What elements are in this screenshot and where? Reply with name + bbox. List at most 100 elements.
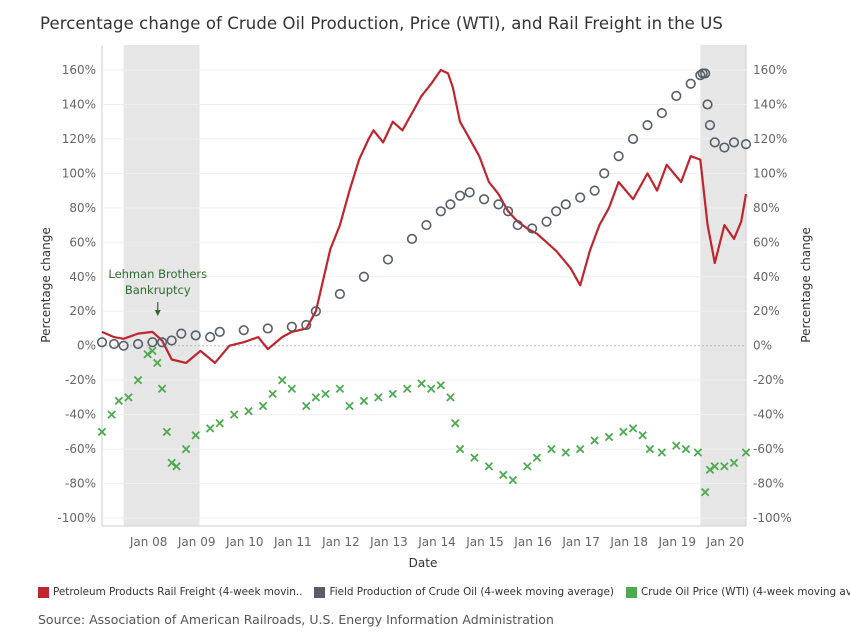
data-point-production <box>493 199 504 210</box>
data-point-wti <box>426 384 436 394</box>
data-point-production <box>695 70 706 81</box>
data-point-wti <box>162 427 172 437</box>
data-point-wti <box>148 346 157 356</box>
data-point-wti <box>672 441 681 450</box>
data-point-production <box>301 319 312 331</box>
legend-item-production[interactable]: Field Production of Crude Oil (4-week mo… <box>314 586 614 598</box>
data-point-wti <box>172 462 181 471</box>
data-point-production <box>527 223 538 234</box>
data-point-production <box>704 120 716 131</box>
data-point-wti <box>720 462 729 471</box>
legend: Petroleum Products Rail Freight (4-week … <box>38 586 850 598</box>
data-point-production <box>445 199 456 210</box>
data-point-wti <box>681 444 691 454</box>
data-point-wti <box>114 396 124 406</box>
data-point-wti <box>191 431 200 440</box>
x-tick-label: Jan 09 <box>177 535 216 549</box>
y-tick-label-left: -60% <box>65 442 96 456</box>
data-point-wti <box>311 393 321 402</box>
annotation-arrow-head <box>154 310 161 316</box>
data-point-production <box>656 107 667 119</box>
y-tick-label-right: -100% <box>753 511 792 525</box>
y-axis-title-right: Percentage change <box>799 227 813 342</box>
y-tick-label-left: 120% <box>62 132 96 146</box>
legend-swatch-rail-freight <box>38 586 49 598</box>
data-point-production <box>421 219 432 231</box>
data-point-production <box>478 194 490 205</box>
data-point-production <box>286 321 297 332</box>
legend-label-rail-freight: Petroleum Products Rail Freight (4-week … <box>53 586 303 598</box>
data-point-wti <box>258 401 268 411</box>
data-point-wti <box>657 448 667 457</box>
data-point-production <box>454 190 466 201</box>
data-point-production <box>406 233 418 244</box>
x-axis-title: Date <box>409 556 438 570</box>
y-tick-label-left: 60% <box>69 235 96 249</box>
data-point-wti <box>215 418 224 428</box>
chart-canvas: 160% 160% 140% 140% 120% 120% 100% 100% 80% 80% 60… <box>39 45 813 570</box>
data-point-wti <box>700 487 710 497</box>
chart-title: Percentage change of Crude Oil Productio… <box>40 14 723 33</box>
y-tick-label-left: -40% <box>65 408 96 422</box>
x-tick-label: Jan 11 <box>273 535 312 549</box>
data-point-production <box>262 323 273 334</box>
data-point-production <box>190 330 201 341</box>
data-point-wti <box>638 431 647 440</box>
x-tick-label: Jan 10 <box>225 535 264 549</box>
data-point-wti <box>508 475 518 485</box>
x-tick-label: Jan 15 <box>465 535 504 549</box>
y-tick-label-right: 100% <box>753 166 787 180</box>
legend-swatch-wti <box>625 586 637 598</box>
data-point-production <box>435 206 446 217</box>
y-tick-label-right: -60% <box>753 442 784 456</box>
legend-item-rail-freight[interactable]: Petroleum Products Rail Freight (4-week … <box>38 586 302 598</box>
x-tick-label: Jan 12 <box>321 535 360 549</box>
data-point-wti <box>619 427 628 437</box>
data-point-production <box>176 328 187 339</box>
data-point-wti <box>590 436 599 445</box>
data-point-wti <box>532 453 542 462</box>
data-point-wti <box>321 389 330 399</box>
shaded-period-0 <box>123 45 200 526</box>
data-point-production <box>642 120 653 131</box>
data-point-wti <box>287 384 297 394</box>
y-tick-label-left: -80% <box>65 477 96 491</box>
data-point-wti <box>402 384 412 394</box>
data-point-production <box>96 337 108 348</box>
data-point-production <box>599 168 610 179</box>
y-tick-label-right: 60% <box>753 235 780 249</box>
shaded-period-1 <box>700 45 746 526</box>
data-point-wti <box>547 444 556 454</box>
data-point-wti <box>244 406 253 416</box>
data-point-wti <box>604 432 614 442</box>
y-tick-label-right: 160% <box>753 63 787 77</box>
x-tick-label: Jan 17 <box>561 535 600 549</box>
data-point-wti <box>153 358 162 368</box>
data-point-production <box>671 90 682 101</box>
legend-item-wti[interactable]: Crude Oil Price (WTI) (4-week moving ave… <box>625 586 850 598</box>
data-point-wti <box>484 462 494 471</box>
data-point-production <box>464 187 475 198</box>
legend-swatch-production <box>314 586 326 598</box>
data-point-wti <box>455 444 465 454</box>
annotation-label: Lehman Brothers <box>108 267 207 281</box>
data-point-production <box>589 185 600 196</box>
data-point-production <box>310 306 321 317</box>
data-point-production <box>685 78 696 89</box>
data-point-production <box>214 326 225 338</box>
data-point-wti <box>705 465 715 474</box>
data-point-wti <box>575 444 585 454</box>
x-tick-label: Jan 13 <box>369 535 408 549</box>
data-point-wti <box>359 396 369 406</box>
y-tick-label-left: -20% <box>65 373 96 387</box>
y-tick-label-right: 120% <box>753 132 787 146</box>
y-axis-title-left: Percentage change <box>39 227 53 342</box>
data-point-wti <box>181 444 191 454</box>
data-point-production <box>702 99 713 110</box>
data-point-production <box>166 335 177 346</box>
data-point-production <box>503 206 514 217</box>
data-point-wti <box>277 375 287 385</box>
y-tick-label-right: 140% <box>753 97 787 111</box>
y-tick-label-left: 140% <box>62 97 96 111</box>
data-point-wti <box>436 381 446 390</box>
